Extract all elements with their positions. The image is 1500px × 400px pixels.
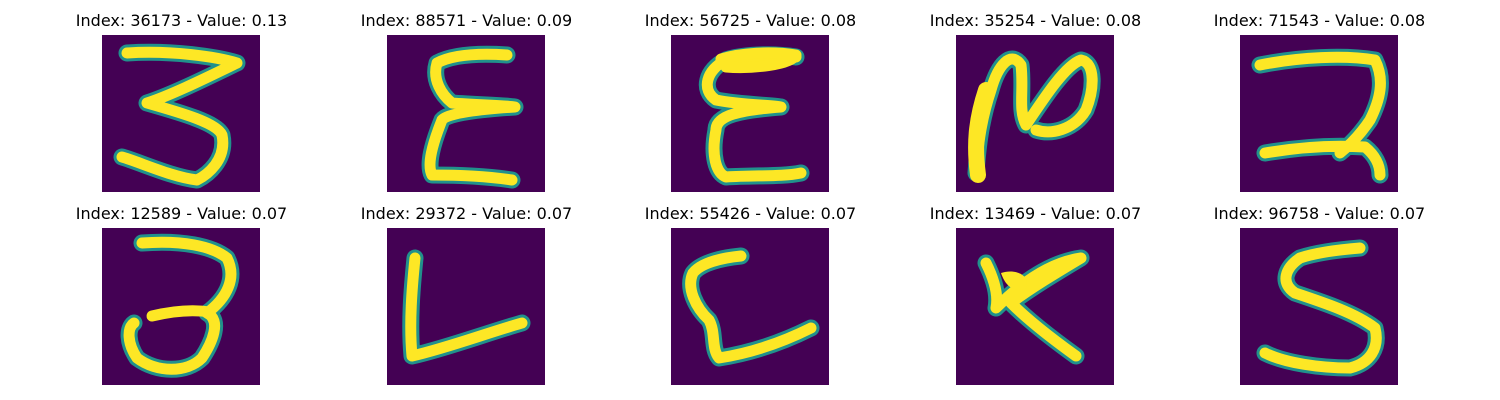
panel-title: Index: 96758 - Value: 0.07 [1213, 204, 1426, 223]
digit-image [671, 35, 829, 192]
grid-panel: Index: 29372 - Value: 0.07 [324, 193, 609, 385]
digit-image [956, 35, 1114, 192]
grid-panel: Index: 12589 - Value: 0.07 [39, 193, 324, 385]
digit-image [1240, 35, 1398, 192]
panel-title: Index: 56725 - Value: 0.08 [644, 11, 857, 30]
grid-panel: Index: 55426 - Value: 0.07 [608, 193, 893, 385]
panel-title: Index: 13469 - Value: 0.07 [929, 204, 1142, 223]
digit-image [102, 228, 260, 385]
grid-panel: Index: 71543 - Value: 0.08 [1177, 0, 1462, 192]
grid-panel: Index: 35254 - Value: 0.08 [893, 0, 1178, 192]
digit-image [671, 228, 829, 385]
grid-panel: Index: 88571 - Value: 0.09 [324, 0, 609, 192]
panel-title: Index: 35254 - Value: 0.08 [929, 11, 1142, 30]
panel-title: Index: 55426 - Value: 0.07 [644, 204, 857, 223]
panel-title: Index: 88571 - Value: 0.09 [360, 11, 573, 30]
panel-title: Index: 36173 - Value: 0.13 [75, 11, 288, 30]
grid-panel: Index: 36173 - Value: 0.13 [39, 0, 324, 192]
grid-panel: Index: 96758 - Value: 0.07 [1177, 193, 1462, 385]
grid-panel: Index: 13469 - Value: 0.07 [893, 193, 1178, 385]
grid-panel: Index: 56725 - Value: 0.08 [608, 0, 893, 192]
digit-image [387, 228, 545, 385]
digit-image [1240, 228, 1398, 385]
panel-title: Index: 71543 - Value: 0.08 [1213, 11, 1426, 30]
panel-title: Index: 12589 - Value: 0.07 [75, 204, 288, 223]
panel-title: Index: 29372 - Value: 0.07 [360, 204, 573, 223]
digit-image [956, 228, 1114, 385]
digit-image [387, 35, 545, 192]
digit-image [102, 35, 260, 192]
